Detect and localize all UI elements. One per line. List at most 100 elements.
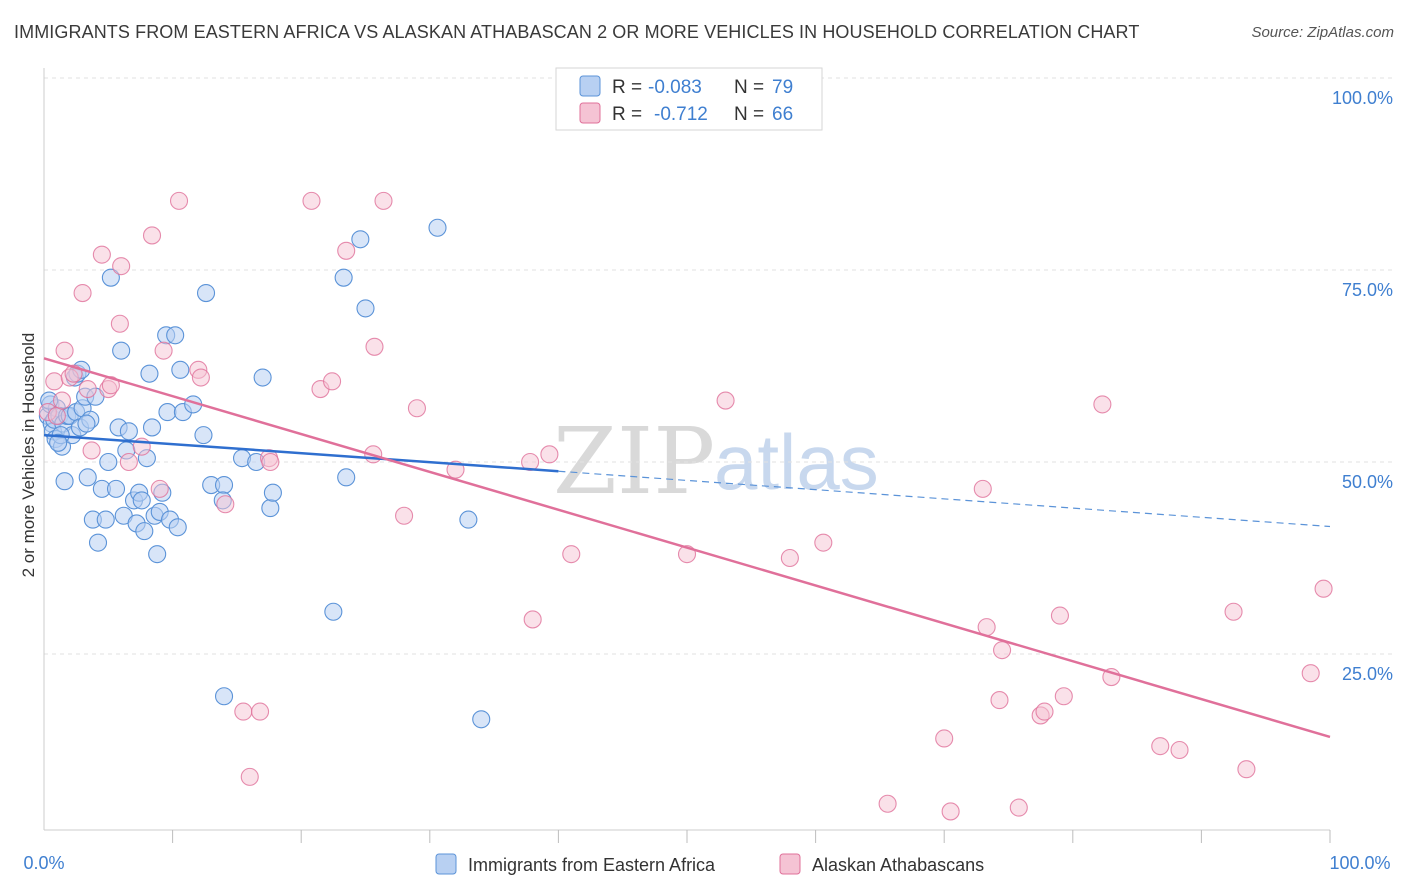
point-athabascan (878, 794, 897, 813)
bottom-legend-label-athabascans: Alaskan Athabascans (812, 855, 984, 875)
point-eastern-africa (78, 468, 97, 487)
point-eastern-africa (142, 418, 162, 437)
point-athabascan (1009, 798, 1028, 817)
point-athabascan (521, 452, 540, 472)
point-athabascan (1054, 687, 1073, 706)
point-eastern-africa (324, 602, 343, 621)
point-eastern-africa (214, 687, 234, 706)
point-athabascan (47, 406, 66, 425)
point-eastern-africa (99, 452, 118, 472)
x-ticks (172, 830, 1331, 843)
point-eastern-africa (356, 299, 375, 318)
legend-swatch-pink (579, 102, 601, 124)
point-eastern-africa (119, 422, 138, 441)
point-athabascan (365, 337, 384, 356)
point-athabascan (101, 376, 120, 395)
point-eastern-africa (148, 545, 167, 564)
point-athabascan (395, 506, 414, 525)
point-athabascan (52, 391, 72, 410)
point-athabascan (973, 479, 992, 498)
point-athabascan (142, 226, 162, 245)
legend-r-value-1: -0.083 (648, 77, 702, 98)
bottom-legend-swatch-pink (779, 853, 801, 875)
point-athabascan (92, 245, 111, 264)
x-tick-label-min: 0.0% (23, 853, 64, 873)
point-eastern-africa (334, 268, 353, 287)
point-athabascan (150, 479, 169, 498)
legend-n-label-1: N = (734, 77, 764, 98)
point-athabascan (302, 191, 321, 210)
point-eastern-africa (132, 491, 151, 510)
point-athabascan (562, 545, 581, 564)
point-eastern-africa (135, 522, 154, 541)
point-eastern-africa (196, 283, 216, 303)
point-eastern-africa (253, 368, 272, 387)
point-eastern-africa (171, 360, 190, 379)
point-athabascan (154, 341, 173, 360)
point-eastern-africa (472, 710, 491, 729)
point-eastern-africa (55, 472, 74, 491)
point-athabascan (523, 610, 542, 629)
point-athabascan (1093, 395, 1112, 414)
series-legend: Immigrants from Eastern Africa Alaskan A… (435, 853, 984, 875)
chart-title: IMMIGRANTS FROM EASTERN AFRICA VS ALASKA… (14, 22, 1140, 42)
bottom-legend-label-eastern-africa: Immigrants from Eastern Africa (468, 855, 716, 875)
trend-line-eastern-africa-extension (558, 470, 1331, 528)
point-athabascan (45, 372, 64, 391)
point-athabascan (540, 445, 559, 464)
point-athabascan (119, 452, 138, 472)
x-tick-label-max: 100.0% (1329, 853, 1390, 873)
point-eastern-africa (101, 268, 120, 287)
point-eastern-africa (351, 230, 370, 249)
point-athabascan (1301, 664, 1320, 683)
point-eastern-africa (106, 479, 126, 498)
point-athabascan (240, 767, 259, 786)
point-eastern-africa (112, 341, 131, 360)
trend-lines (43, 357, 1331, 739)
point-athabascan (250, 702, 270, 721)
point-eastern-africa (96, 510, 115, 529)
point-eastern-africa (140, 364, 159, 383)
point-athabascan (780, 548, 799, 568)
y-tick-label-75: 75.0% (1342, 280, 1393, 300)
point-eastern-africa (428, 218, 447, 237)
point-athabascan (169, 191, 189, 210)
point-eastern-africa (337, 468, 356, 487)
point-eastern-africa (49, 433, 68, 452)
point-athabascan (110, 314, 129, 333)
point-athabascan (73, 283, 92, 303)
point-eastern-africa (77, 414, 96, 433)
point-athabascan (78, 379, 97, 399)
point-athabascan (55, 341, 74, 360)
point-athabascan (1050, 606, 1069, 625)
series-eastern-africa-points (38, 218, 491, 729)
y-tick-label-25: 25.0% (1342, 664, 1393, 684)
legend-n-value-1: 79 (772, 77, 793, 98)
point-athabascan (941, 802, 960, 821)
point-athabascan (374, 191, 393, 210)
point-athabascan (191, 368, 210, 387)
point-eastern-africa (261, 499, 280, 518)
point-eastern-africa (158, 403, 177, 422)
point-athabascan (337, 241, 356, 260)
point-athabascan (1224, 602, 1243, 621)
correlation-legend: R = -0.083 N = 79 R = -0.712 N = 66 (555, 67, 823, 131)
point-athabascan (716, 391, 735, 410)
point-athabascan (993, 641, 1012, 660)
point-athabascan (1170, 740, 1189, 760)
point-athabascan (1035, 702, 1054, 721)
point-eastern-africa (214, 475, 234, 495)
trend-line-eastern-africa (43, 433, 559, 473)
point-eastern-africa (166, 326, 185, 345)
point-athabascan (82, 441, 101, 460)
point-athabascan (323, 372, 342, 391)
grid-lines (44, 77, 1394, 655)
point-athabascan (1314, 579, 1333, 598)
point-athabascan (1151, 737, 1170, 756)
point-eastern-africa (168, 518, 187, 537)
watermark-zip: ZIP (553, 408, 715, 515)
point-eastern-africa (263, 483, 282, 502)
point-athabascan (935, 729, 954, 748)
point-athabascan (216, 495, 235, 514)
